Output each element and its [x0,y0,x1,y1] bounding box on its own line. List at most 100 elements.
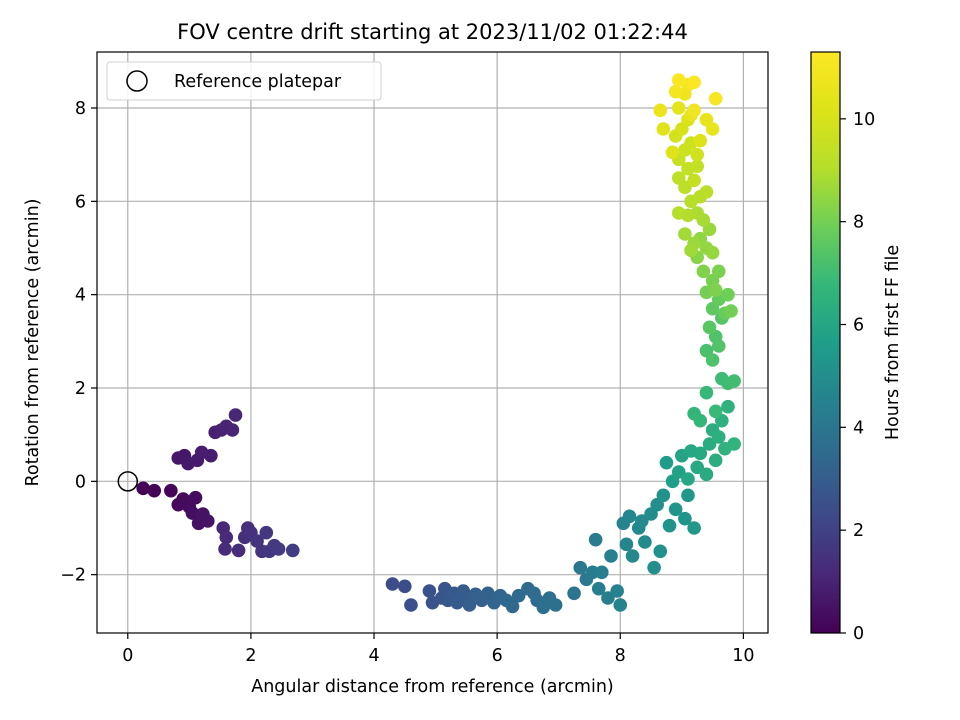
data-point [625,549,640,563]
data-point [653,544,668,559]
data-point [656,488,671,503]
data-point [681,488,695,503]
data-point [693,446,708,461]
data-point [397,579,412,594]
colorbar: 0 2 4 6 8 10 Hours from first FF file [810,51,903,644]
data-point [690,460,705,475]
legend-box [106,61,382,101]
colorbar-ticks: 0 2 4 6 8 10 [840,110,875,644]
data-point [511,588,526,603]
data-point [711,264,726,279]
x-axis-label: Angular distance from reference (arcmin) [251,677,614,697]
legend-label: Reference platepar [174,72,342,92]
data-point [591,581,606,596]
y-axis-label: Rotation from reference (arcmin) [23,199,43,487]
data-point [705,245,720,260]
data-point [687,521,701,535]
x-tick-label: 2 [245,646,256,666]
data-point [671,101,686,115]
data-point [702,320,717,335]
data-point [668,84,683,99]
data-point [708,404,723,419]
colorbar-tick-label: 0 [853,624,864,644]
data-point [136,481,150,496]
reference-platepar-marker [117,471,139,492]
data-point [705,353,720,367]
data-point [668,502,683,517]
data-point [708,283,723,297]
data-point [690,159,705,174]
data-point [659,455,674,470]
colorbar-tick-label: 8 [853,213,864,233]
legend: Reference platepar [106,61,382,101]
data-point [705,122,720,136]
data-point [708,453,723,468]
data-point [653,103,668,118]
chart-title: FOV centre drift starting at 2023/11/02 … [177,20,688,44]
data-point [721,287,735,302]
data-point [711,430,726,444]
colorbar-tick-label: 6 [853,316,864,336]
data-point [699,385,714,400]
data-point [656,122,671,136]
data-point [567,586,581,601]
data-point [188,490,203,505]
y-tick-label: −2 [60,566,86,586]
data-point [711,339,726,353]
data-point [588,532,603,547]
y-tick-label: 4 [75,286,86,306]
data-point [681,472,695,486]
data-point [231,543,246,558]
colorbar-tick-label: 10 [853,110,875,130]
data-point [604,549,618,563]
data-point [724,304,738,318]
data-point [404,598,418,612]
data-point [671,465,686,479]
data-point [548,598,563,612]
data-point [164,483,178,498]
data-point [573,560,588,575]
data-point [594,565,609,580]
x-tick-label: 8 [615,646,626,666]
x-tick-label: 0 [122,646,133,666]
x-tick-label: 6 [492,646,503,666]
data-point [671,171,686,185]
data-point [219,530,234,545]
axes-frame [96,51,769,634]
data-point [385,577,400,591]
data-point [696,264,711,279]
y-tick-label: 0 [75,472,86,492]
x-tick-label: 10 [732,646,754,666]
colorbar-gradient [810,51,841,634]
data-point [671,206,686,220]
data-point [228,408,243,422]
data-point [610,584,624,598]
data-point [721,399,735,414]
data-point [684,243,698,258]
data-point [708,91,723,106]
x-tick-label: 4 [368,646,379,666]
colorbar-tick-label: 2 [853,521,864,541]
data-point [693,133,708,148]
data-point [601,591,615,605]
data-point [225,423,240,437]
data-point [147,483,162,498]
data-point [204,448,218,463]
data-point [201,514,215,528]
colorbar-tick-label: 4 [853,418,864,438]
data-point [422,584,437,598]
grid-lines [97,52,768,633]
data-point [259,525,274,540]
data-point [271,542,286,556]
data-point [285,543,300,558]
data-point [638,535,652,549]
data-point [250,534,264,548]
colorbar-label: Hours from first FF file [883,245,903,440]
data-point [687,103,701,118]
data-point [622,509,637,524]
data-point [678,227,692,241]
data-point [702,437,717,451]
data-point [662,518,677,533]
